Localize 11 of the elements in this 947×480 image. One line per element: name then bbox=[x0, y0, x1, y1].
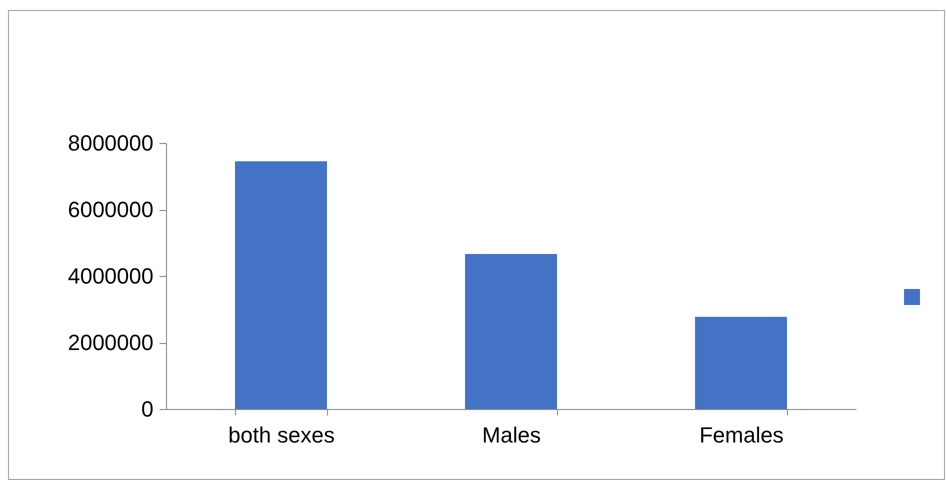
y-tick-label: 6000000 bbox=[68, 197, 154, 222]
y-tick-label: 8000000 bbox=[68, 130, 154, 156]
bar bbox=[235, 161, 327, 409]
x-tick-label: Males bbox=[482, 422, 541, 448]
x-tick-label: Females bbox=[699, 422, 784, 448]
y-tick-label: 0 bbox=[141, 396, 154, 422]
y-tick-label: 2000000 bbox=[68, 330, 154, 355]
y-tick-label: 4000000 bbox=[68, 264, 154, 288]
bar bbox=[695, 316, 787, 409]
bar bbox=[465, 254, 557, 409]
x-tick-label: both sexes bbox=[228, 422, 335, 448]
